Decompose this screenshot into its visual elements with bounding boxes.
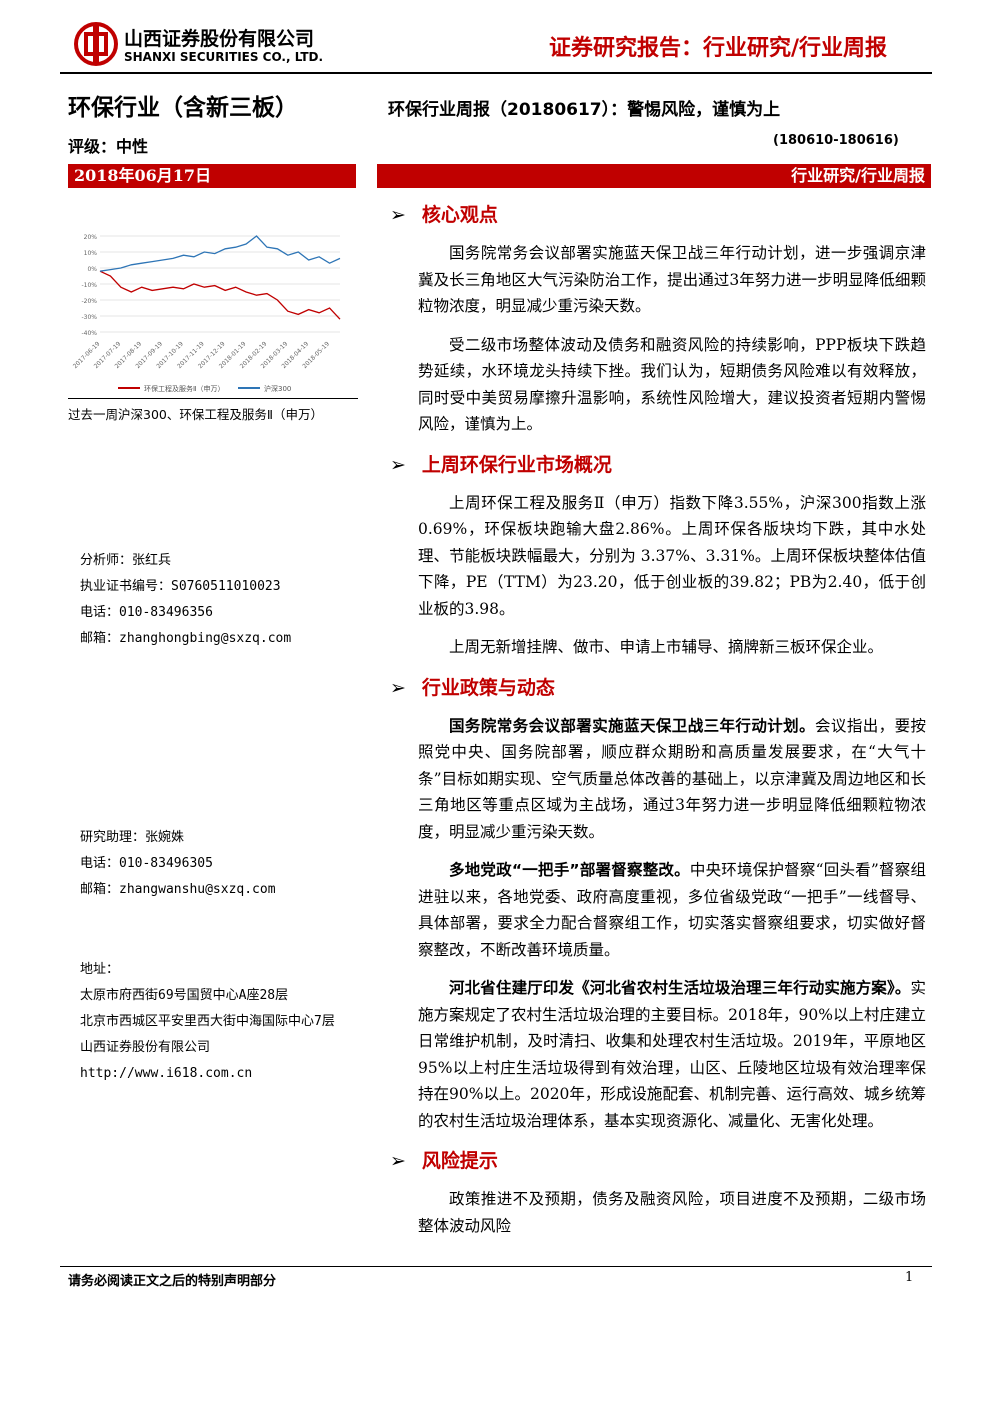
analyst: 分析师：张红兵执业证书编号：S0760511010023 电话：010-83496… — [80, 548, 291, 652]
section-heading: ➢ 行业政策与动态 — [390, 673, 926, 703]
chart-caption: 过去一周沪深300、环保工程及服务Ⅱ（申万） — [68, 407, 324, 422]
section-heading: ➢ 上周环保行业市场概况 — [390, 450, 926, 480]
y-tick-label: -40% — [81, 330, 97, 337]
address-line: 地址： — [80, 962, 120, 977]
assistant-line: 研究助理：张婉姝 — [80, 830, 185, 845]
heading-text: 风险提示 — [421, 1150, 498, 1172]
y-tick-label: -30% — [81, 314, 97, 321]
address-line: 太原市府西街69号国贸中心A座28层 — [80, 988, 289, 1003]
paragraph: 政策推进不及预期，债务及融资风险，项目进度不及预期，二级市场整体波动风险 — [418, 1186, 926, 1239]
date-bar: 2018年06月17日 — [68, 164, 356, 188]
page-number: 1 — [905, 1270, 914, 1285]
paragraph-text: 中央环境保护督察“回头看”督察组进驻以来，各地党委、政府高度重视，多位省级党政“… — [418, 861, 926, 959]
series-line — [99, 235, 341, 272]
paragraph: 受二级市场整体波动及债务和融资风险的持续影响，PPP板块下跌趋势延续，水环境龙头… — [418, 332, 926, 438]
y-tick-label: -10% — [81, 282, 97, 289]
y-tick-label: 20% — [84, 234, 98, 241]
paragraph-text: 国务院常务会议部署实施蓝天保卫战三年行动计划，进一步强调京津冀及长三角地区大气污… — [418, 244, 926, 315]
main-text: ➢ 核心观点国务院常务会议部署实施蓝天保卫战三年行动计划，进一步强调京津冀及长三角… — [390, 200, 926, 1251]
category-bar: 行业研究/行业周报 — [377, 164, 931, 188]
logo — [74, 22, 118, 66]
analyst-line: 邮箱：zhanghongbing@sxzq.com — [80, 631, 292, 646]
bullet: ➢ — [390, 1150, 406, 1172]
paragraph: 上周环保工程及服务Ⅱ（申万）指数下降3.55%，沪深300指数上涨0.69%，环… — [418, 490, 926, 623]
paragraph: 河北省住建厅印发《河北省农村生活垃圾治理三年行动实施方案》。实施方案规定了农村生… — [418, 975, 926, 1134]
paragraph-lead: 国务院常务会议部署实施蓝天保卫战三年行动计划。 — [449, 716, 815, 735]
heading-text: 行业政策与动态 — [421, 676, 555, 699]
paragraph-text: 政策推进不及预期，债务及融资风险，项目进度不及预期，二级市场整体波动风险 — [418, 1190, 926, 1235]
legend-label: 环保工程及服务Ⅱ（申万） — [144, 384, 224, 393]
section-heading: ➢ 风险提示 — [390, 1146, 926, 1176]
bullet: ➢ — [390, 204, 406, 226]
rule — [68, 398, 358, 399]
company-en: SHANXI SECURITIES CO., LTD. — [124, 50, 324, 64]
paragraph-text: 上周环保工程及服务Ⅱ（申万）指数下降3.55%，沪深300指数上涨0.69%，环… — [418, 493, 926, 618]
address: 地址： 太原市府西街69号国贸中心A座28层北京市西城区平安里西大街中海国际中心7… — [80, 957, 350, 1087]
assistant-line: 邮箱：zhangwanshu@sxzq.com — [80, 882, 276, 897]
company-cn: 山西证券股份有限公司 — [124, 28, 315, 50]
rule — [60, 72, 932, 74]
paragraph: 国务院常务会议部署实施蓝天保卫战三年行动计划。会议指出，要按照党中央、国务院部署… — [418, 713, 926, 846]
analyst-line: 电话：010-83496356 — [80, 605, 213, 620]
bullet: ➢ — [390, 676, 406, 699]
heading-text: 核心观点 — [421, 204, 498, 226]
y-tick-label: 0% — [87, 266, 97, 273]
paragraph: 国务院常务会议部署实施蓝天保卫战三年行动计划，进一步强调京津冀及长三角地区大气污… — [418, 240, 926, 320]
period: (180610-180616) — [773, 133, 899, 148]
paragraph: 多地党政“一把手”部署督察整改。中央环境保护督察“回头看”督察组进驻以来，各地党… — [418, 857, 926, 963]
y-tick-label: 10% — [84, 250, 98, 257]
paragraph: 上周无新增挂牌、做市、申请上市辅导、摘牌新三板环保企业。 — [418, 634, 926, 661]
footer-notice: 请务必阅读正文之后的特别声明部分 — [68, 1274, 277, 1289]
address-line: http://www.i618.com.cn — [80, 1066, 253, 1081]
rating: 评级：中性 — [68, 137, 149, 156]
legend-label: 沪深300 — [264, 384, 291, 393]
bullet: ➢ — [390, 453, 406, 476]
assistant-line: 电话：010-83496305 — [80, 856, 213, 871]
series-line — [99, 270, 341, 320]
address-line: 北京市西城区平安里西大街中海国际中心7层 — [80, 1014, 335, 1029]
analyst-line: 执业证书编号：S0760511010023 — [80, 579, 281, 594]
paragraph-text: 受二级市场整体波动及债务和融资风险的持续影响，PPP板块下跌趋势延续，水环境龙头… — [418, 335, 926, 434]
analyst-line: 分析师：张红兵 — [80, 553, 172, 568]
section-heading: ➢ 核心观点 — [390, 200, 926, 230]
y-tick-label: -20% — [81, 298, 97, 305]
assistant: 研究助理：张婉姝电话：010-83496305 邮箱：zhangwanshu@sx… — [80, 825, 276, 903]
paragraph-text: 实施方案规定了农村生活垃圾治理的主要目标。2018年，90%以上村庄建立日常维护… — [418, 979, 926, 1130]
rule — [60, 1266, 932, 1267]
paragraph-text: 上周无新增挂牌、做市、申请上市辅导、摘牌新三板环保企业。 — [449, 638, 884, 656]
paragraph-lead: 河北省住建厅印发《河北省农村生活垃圾治理三年行动实施方案》。 — [449, 979, 911, 997]
paragraph-lead: 多地党政“一把手”部署督察整改。 — [449, 861, 690, 879]
chart: 20%10%0%-10%-20%-30%-40%2017-06-192017-0… — [72, 234, 341, 393]
report-type: 证券研究报告：行业研究/行业周报 — [548, 36, 887, 61]
heading-text: 上周环保行业市场概况 — [421, 453, 612, 476]
address-line: 山西证券股份有限公司 — [80, 1040, 211, 1055]
paragraph-text: 会议指出，要按照党中央、国务院部署，顺应群众期盼和高质量发展要求，在“大气十条”… — [418, 716, 926, 841]
report-title: 环保行业周报（20180617）：警惕风险，谨慎为上 — [388, 100, 781, 120]
industry: 环保行业（含新三板） — [68, 95, 298, 121]
